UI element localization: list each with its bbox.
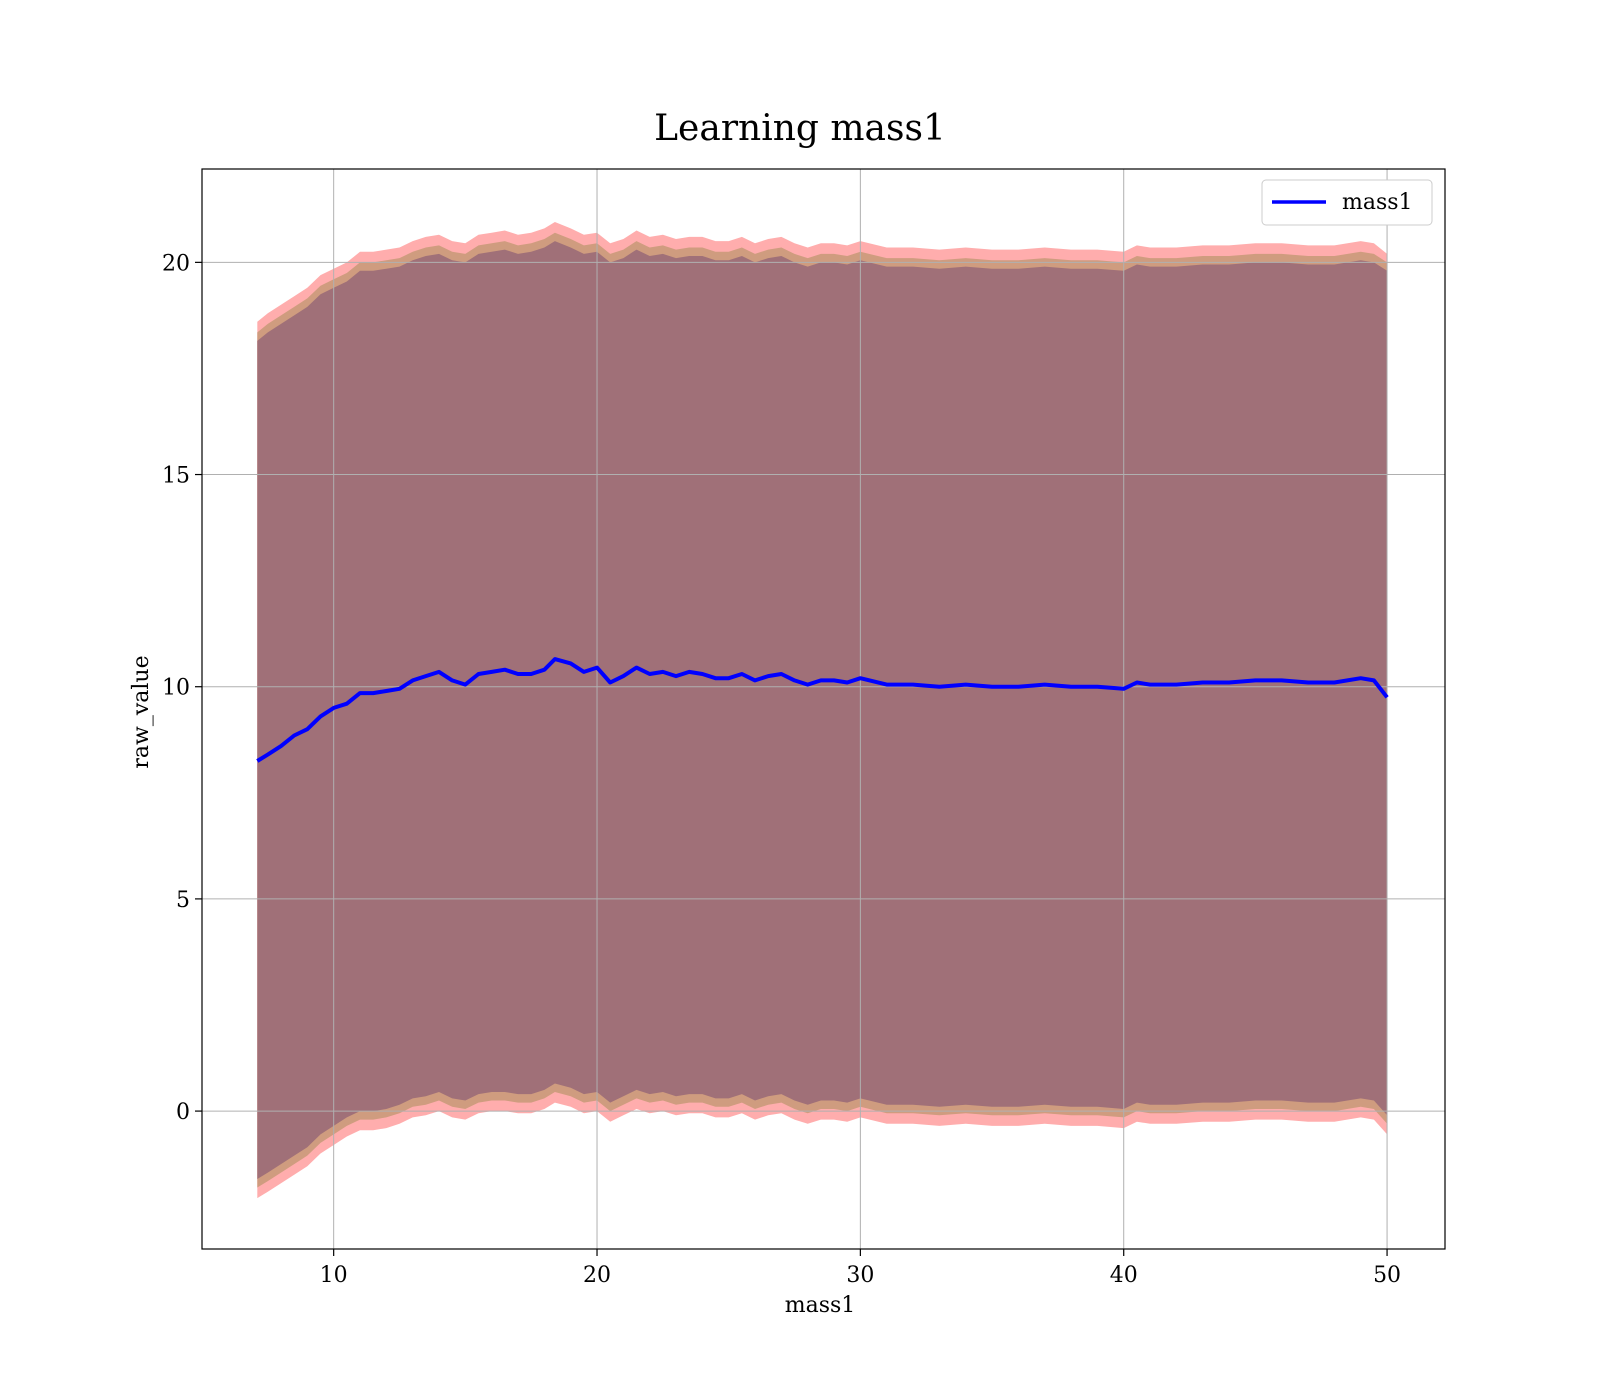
x-tick-label: 30: [846, 1263, 874, 1288]
gridlines: [202, 169, 1445, 1249]
y-axis-ticks: 0 5 10 15 20: [162, 251, 202, 1125]
legend-box: [1261, 179, 1433, 226]
x-tick-label: 50: [1373, 1263, 1401, 1288]
x-tick-label: 10: [320, 1263, 348, 1288]
series-line-mass1: [256, 657, 1389, 763]
y-tick-label: 10: [162, 676, 190, 701]
y-tick-label: 15: [162, 464, 190, 489]
y-tick-label: 5: [176, 888, 190, 913]
y-tick-label: 0: [176, 1100, 190, 1125]
plot-frame: [201, 168, 1446, 1250]
x-axis-label: mass1: [785, 1293, 856, 1318]
chart-title: Learning mass1: [654, 108, 946, 149]
band-inner: [257, 241, 1388, 1180]
y-axis-label: raw_value: [129, 655, 154, 768]
x-tick-label: 40: [1110, 1263, 1138, 1288]
x-tick-label: 20: [583, 1263, 611, 1288]
y-tick-label: 20: [162, 251, 190, 276]
plot-area: [202, 169, 1445, 1249]
x-axis-ticks: 10 20 30 40 50: [320, 1249, 1401, 1288]
series-lines: [256, 657, 1389, 763]
confidence-bands: [257, 222, 1388, 1199]
legend-label-mass1: mass1: [1342, 190, 1413, 215]
legend: mass1: [1261, 179, 1433, 226]
